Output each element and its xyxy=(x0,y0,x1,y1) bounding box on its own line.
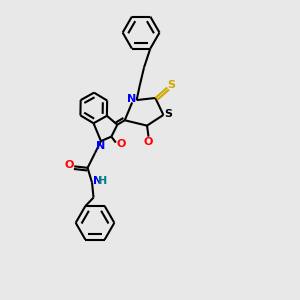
Text: O: O xyxy=(116,139,126,149)
Text: S: S xyxy=(168,80,176,90)
Text: N: N xyxy=(127,94,136,104)
Text: N: N xyxy=(93,176,103,186)
Text: O: O xyxy=(64,160,74,170)
Text: H: H xyxy=(98,176,107,186)
Text: N: N xyxy=(96,140,105,151)
Text: O: O xyxy=(143,137,153,147)
Text: S: S xyxy=(165,109,173,119)
